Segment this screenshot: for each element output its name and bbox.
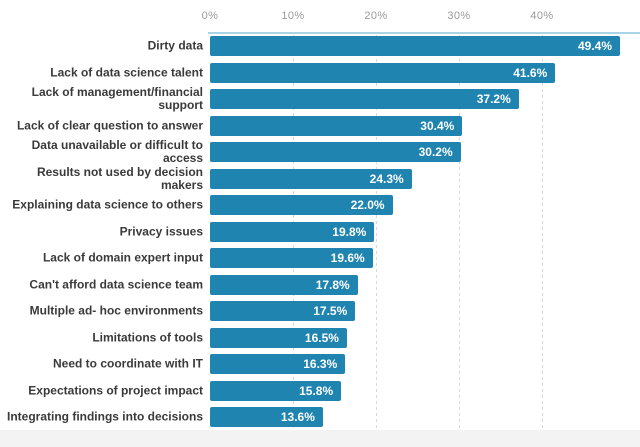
category-label: Data unavailable or difficult to access bbox=[31, 138, 203, 166]
bar: 30.2% bbox=[210, 142, 461, 163]
bar: 19.6% bbox=[210, 248, 373, 269]
value-label: 15.8% bbox=[299, 383, 334, 398]
category-label: Expectations of project impact bbox=[28, 383, 203, 398]
table-row: Limitations of tools 16.5% bbox=[0, 325, 640, 352]
table-row: Expectations of project impact 15.8% bbox=[0, 378, 640, 405]
category-label: Lack of management/financial support bbox=[31, 85, 203, 113]
bar: 16.3% bbox=[210, 354, 346, 375]
table-row: Lack of clear question to answer 30.4% bbox=[0, 113, 640, 140]
category-label: Privacy issues bbox=[119, 224, 203, 239]
table-row: Privacy issues 19.8% bbox=[0, 219, 640, 246]
category-label: Dirty data bbox=[147, 38, 203, 53]
x-axis-line bbox=[208, 32, 640, 34]
value-label: 49.4% bbox=[577, 39, 613, 54]
bar: 30.4% bbox=[210, 115, 463, 136]
bar: 24.3% bbox=[210, 168, 412, 189]
table-row: Dirty data 49.4% bbox=[0, 33, 640, 60]
bar: 15.8% bbox=[210, 380, 342, 401]
table-row: Results not used by decision makers 24.3… bbox=[0, 164, 640, 193]
bar: 19.8% bbox=[210, 221, 375, 242]
category-label: Lack of clear question to answer bbox=[16, 118, 203, 133]
value-label: 37.2% bbox=[476, 92, 511, 107]
gridline bbox=[376, 35, 377, 430]
table-row: Can't afford data science team 17.8% bbox=[0, 272, 640, 299]
table-row: Lack of data science talent 41.6% bbox=[0, 60, 640, 87]
value-label: 30.2% bbox=[418, 145, 453, 160]
value-label: 17.8% bbox=[315, 277, 350, 292]
bar: 22.0% bbox=[210, 195, 393, 216]
value-label: 22.0% bbox=[350, 198, 385, 213]
value-label: 19.6% bbox=[330, 251, 365, 266]
bar: 37.2% bbox=[210, 89, 519, 110]
bar: 49.4% bbox=[210, 36, 621, 57]
category-label: Integrating findings into decisions bbox=[6, 409, 203, 424]
value-label: 19.8% bbox=[332, 224, 367, 239]
table-row: Lack of management/financial support 37.… bbox=[0, 86, 640, 113]
category-label: Lack of data science talent bbox=[50, 65, 203, 80]
table-row: Lack of domain expert input 19.6% bbox=[0, 245, 640, 272]
category-label: Explaining data science to others bbox=[12, 197, 203, 212]
category-label: Need to coordinate with IT bbox=[52, 356, 203, 371]
bar: 41.6% bbox=[210, 62, 556, 83]
bar: 16.5% bbox=[210, 327, 347, 348]
x-axis-tick-label: 30% bbox=[447, 10, 471, 22]
value-label: 13.6% bbox=[280, 410, 315, 425]
x-axis-tick-label: 10% bbox=[281, 10, 305, 22]
category-label: Lack of domain expert input bbox=[42, 250, 203, 265]
value-label: 16.5% bbox=[304, 330, 339, 345]
category-label: Results not used by decision makers bbox=[36, 164, 203, 192]
x-axis-tick-label: 0% bbox=[201, 10, 219, 22]
table-row: Integrating findings into decisions 13.6… bbox=[0, 404, 640, 431]
table-row: Explaining data science to others 22.0% bbox=[0, 192, 640, 219]
value-label: 16.3% bbox=[303, 357, 338, 372]
gridline bbox=[542, 35, 543, 430]
value-label: 30.4% bbox=[420, 118, 455, 133]
value-label: 41.6% bbox=[513, 65, 548, 80]
table-row: Multiple ad- hoc environments 17.5% bbox=[0, 298, 640, 325]
table-row: Data unavailable or difficult to access … bbox=[0, 139, 640, 166]
category-label: Multiple ad- hoc environments bbox=[29, 303, 203, 318]
bar: 17.5% bbox=[210, 301, 356, 322]
footer-band bbox=[0, 430, 640, 447]
value-label: 24.3% bbox=[369, 171, 404, 186]
x-axis-tick-label: 40% bbox=[530, 10, 554, 22]
category-label: Limitations of tools bbox=[92, 330, 203, 345]
bar: 13.6% bbox=[210, 407, 323, 428]
x-axis-tick-label: 20% bbox=[364, 10, 388, 22]
bar: 17.8% bbox=[210, 274, 358, 295]
category-label: Can't afford data science team bbox=[29, 277, 203, 292]
table-row: Need to coordinate with IT 16.3% bbox=[0, 351, 640, 378]
gridline bbox=[459, 35, 460, 430]
value-label: 17.5% bbox=[313, 304, 348, 319]
